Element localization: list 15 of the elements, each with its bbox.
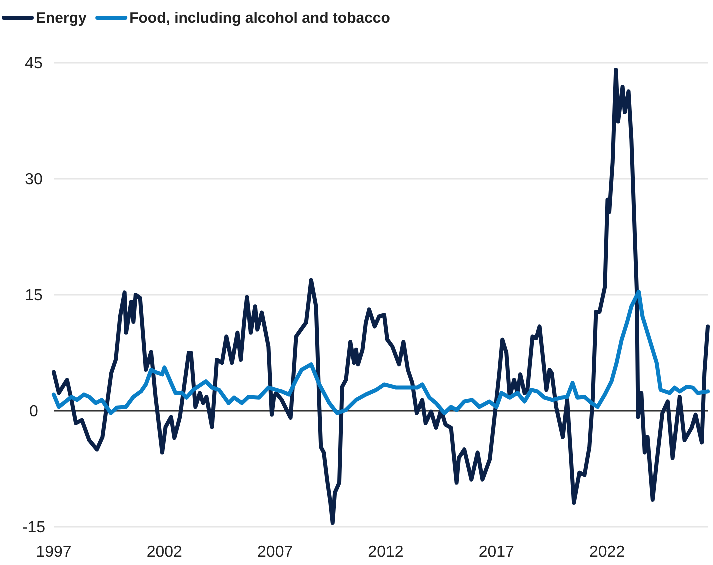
x-tick-label: 2002: [146, 544, 183, 561]
x-tick-label: 2007: [258, 544, 294, 561]
y-tick-label: 0: [30, 404, 39, 421]
x-tick-label: 2012: [368, 544, 404, 561]
x-tick-label: 1997: [36, 544, 72, 561]
y-tick-label: 30: [25, 172, 43, 189]
y-tick-label: 15: [25, 288, 43, 305]
legend-label: Energy: [36, 10, 88, 27]
line-series: [52, 68, 710, 526]
line-series: [52, 290, 710, 416]
y-tick-label: -15: [22, 520, 46, 537]
x-tick-label: 2017: [478, 544, 515, 561]
x-tick-label: 2022: [590, 544, 626, 561]
legend-label: Food, including alcohol and tobacco: [130, 10, 390, 27]
y-tick-label: 45: [25, 56, 43, 73]
